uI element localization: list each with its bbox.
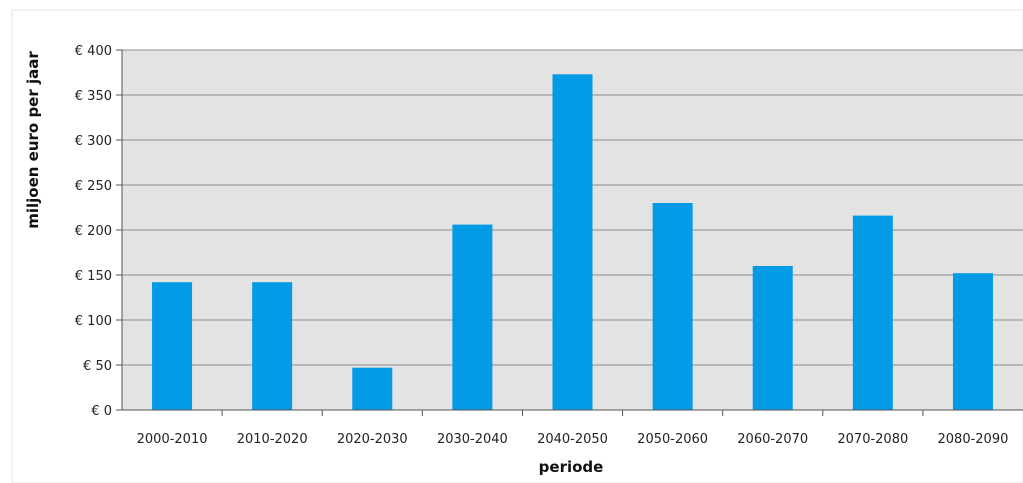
axes — [116, 49, 1023, 416]
x-tick-labels: 2000-2010 2010-2020 2020-2030 2030-2040 2040… — [137, 432, 1009, 447]
x-axis-title: periode — [539, 458, 604, 476]
y-tick-label: € 250 — [75, 179, 112, 194]
bar — [752, 266, 793, 410]
x-tick-label: 2040-2050 — [537, 432, 608, 447]
x-tick-label: 2000-2010 — [137, 432, 208, 447]
x-tick-label: 2080-2090 — [938, 432, 1009, 447]
x-tick-label: 2020-2030 — [337, 432, 408, 447]
bar — [452, 224, 493, 410]
bar — [652, 203, 693, 410]
x-tick-label: 2050-2060 — [637, 432, 708, 447]
y-tick-label: € 300 — [75, 134, 112, 149]
y-tick-label: € 200 — [75, 224, 112, 239]
x-tick-label: 2070-2080 — [837, 432, 908, 447]
y-tick-labels: € 0 € 50 € 100 € 150 € 200 € 250 € 300 € 350 € 4… — [75, 44, 112, 419]
x-tick-label: 2030-2040 — [437, 432, 508, 447]
y-tick-label: € 50 — [83, 359, 112, 374]
x-tick-label: 2010-2020 — [237, 432, 308, 447]
y-tick-label: € 0 — [91, 404, 112, 419]
bars — [152, 74, 993, 411]
bar — [552, 74, 593, 411]
x-tick-label: 2060-2070 — [737, 432, 808, 447]
bar — [352, 367, 393, 410]
y-axis-title: miljoen euro per jaar — [24, 51, 42, 229]
bar — [252, 282, 293, 410]
y-tick-label: € 150 — [75, 269, 112, 284]
y-tick-label: € 100 — [75, 314, 112, 329]
bar — [952, 273, 993, 410]
y-tick-label: € 400 — [75, 44, 112, 59]
bar — [152, 282, 193, 410]
bar — [852, 215, 893, 410]
y-tick-label: € 350 — [75, 89, 112, 104]
